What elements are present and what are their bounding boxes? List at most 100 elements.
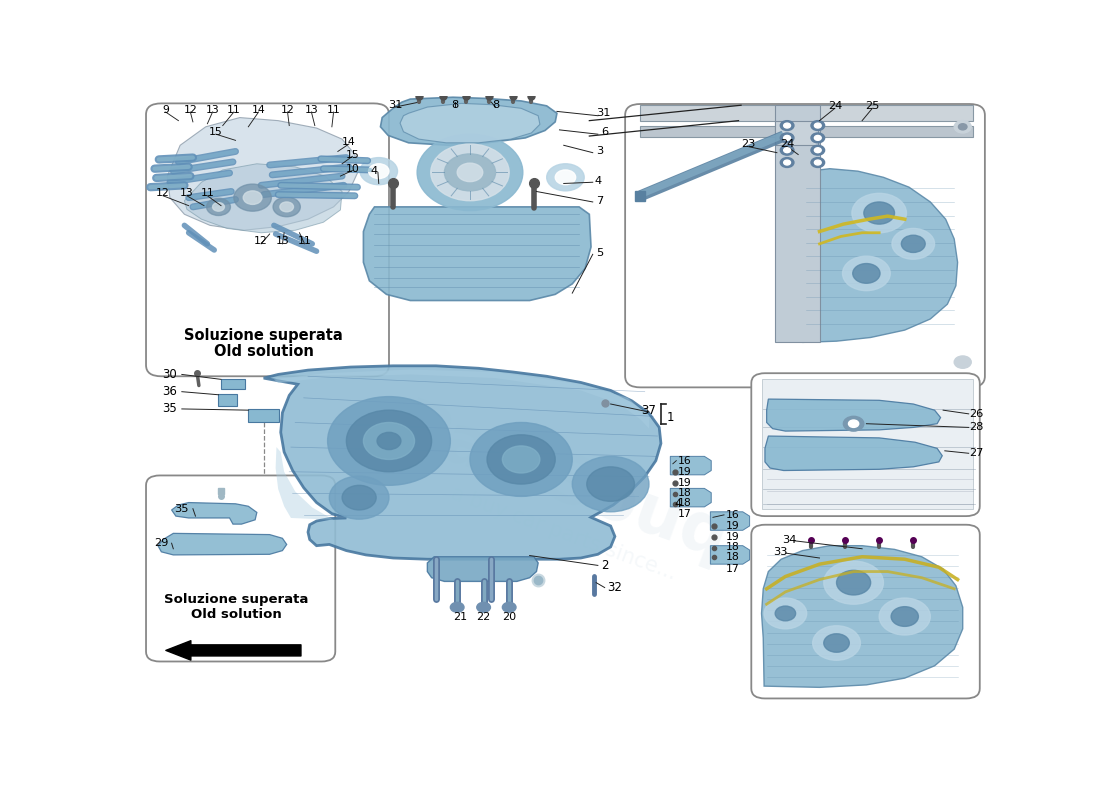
Polygon shape — [158, 534, 287, 555]
Circle shape — [417, 134, 522, 210]
Text: 17: 17 — [726, 564, 739, 574]
Circle shape — [503, 602, 516, 612]
Circle shape — [273, 197, 300, 217]
Polygon shape — [670, 456, 712, 475]
Circle shape — [279, 202, 294, 212]
Polygon shape — [400, 103, 540, 143]
Text: 11: 11 — [200, 188, 214, 198]
Text: 31: 31 — [596, 108, 611, 118]
Circle shape — [450, 602, 464, 612]
Circle shape — [824, 634, 849, 652]
Text: 18: 18 — [726, 552, 739, 562]
Circle shape — [814, 160, 822, 165]
Text: 4: 4 — [594, 176, 602, 186]
Circle shape — [476, 602, 491, 612]
Text: 24: 24 — [780, 139, 794, 149]
Text: 27: 27 — [969, 448, 983, 458]
Circle shape — [328, 397, 450, 486]
Circle shape — [363, 422, 415, 459]
Text: Soluzione superata: Soluzione superata — [164, 594, 309, 606]
Circle shape — [954, 121, 971, 133]
FancyBboxPatch shape — [146, 103, 389, 376]
Text: 8: 8 — [451, 100, 459, 110]
Circle shape — [814, 148, 822, 153]
Text: 26: 26 — [969, 409, 983, 419]
Text: 4: 4 — [674, 498, 681, 509]
Circle shape — [470, 422, 572, 496]
Circle shape — [212, 202, 224, 211]
Text: 11: 11 — [298, 236, 311, 246]
Text: 10: 10 — [345, 164, 360, 174]
Text: 11: 11 — [327, 105, 341, 115]
Circle shape — [243, 191, 262, 205]
Polygon shape — [172, 502, 257, 524]
Polygon shape — [274, 370, 649, 429]
Circle shape — [954, 356, 971, 368]
Circle shape — [811, 146, 825, 155]
Circle shape — [586, 467, 635, 502]
Circle shape — [776, 606, 795, 621]
Circle shape — [852, 263, 880, 283]
Circle shape — [780, 121, 794, 130]
Circle shape — [764, 598, 806, 629]
Circle shape — [783, 148, 791, 153]
Text: 35: 35 — [175, 504, 189, 514]
Circle shape — [824, 561, 883, 604]
Polygon shape — [767, 399, 940, 431]
Circle shape — [780, 133, 794, 143]
Circle shape — [811, 121, 825, 130]
Text: 11: 11 — [227, 105, 241, 115]
Text: 9: 9 — [162, 105, 169, 115]
Circle shape — [487, 435, 556, 484]
Circle shape — [503, 446, 540, 473]
Text: 12: 12 — [156, 188, 169, 198]
Text: 5: 5 — [596, 248, 603, 258]
Text: 21: 21 — [453, 611, 466, 622]
Circle shape — [851, 194, 906, 233]
Text: 31: 31 — [387, 100, 403, 110]
Circle shape — [813, 626, 860, 660]
Text: 4: 4 — [371, 166, 378, 176]
Polygon shape — [427, 557, 538, 582]
Circle shape — [368, 164, 389, 178]
Circle shape — [556, 170, 575, 185]
Polygon shape — [711, 546, 749, 564]
Circle shape — [811, 133, 825, 143]
Circle shape — [377, 432, 400, 450]
Text: 16: 16 — [726, 510, 739, 520]
Text: 36: 36 — [163, 385, 177, 398]
Text: Soluzione superata: Soluzione superata — [185, 327, 343, 342]
Polygon shape — [363, 207, 591, 301]
Circle shape — [892, 229, 935, 259]
Polygon shape — [803, 169, 958, 342]
Polygon shape — [670, 488, 712, 507]
Text: Old solution: Old solution — [191, 608, 282, 621]
Text: 15: 15 — [345, 150, 360, 159]
Text: 22: 22 — [476, 611, 491, 622]
Text: 19: 19 — [678, 466, 692, 477]
Circle shape — [458, 163, 483, 182]
Text: 12: 12 — [254, 236, 268, 246]
Circle shape — [891, 606, 918, 626]
FancyBboxPatch shape — [221, 378, 245, 389]
Text: 8: 8 — [492, 100, 499, 110]
Circle shape — [431, 144, 509, 201]
Text: 28: 28 — [969, 422, 983, 433]
Circle shape — [783, 123, 791, 128]
Circle shape — [783, 160, 791, 165]
Polygon shape — [167, 118, 358, 230]
Text: 12: 12 — [184, 105, 197, 115]
Text: 15: 15 — [209, 126, 223, 137]
Text: 12: 12 — [280, 105, 295, 115]
Circle shape — [780, 158, 794, 167]
Text: 14: 14 — [252, 105, 265, 115]
FancyBboxPatch shape — [625, 104, 984, 387]
Text: 19: 19 — [678, 478, 692, 488]
Text: 19: 19 — [726, 521, 739, 531]
Circle shape — [811, 158, 825, 167]
Circle shape — [572, 456, 649, 512]
Polygon shape — [264, 366, 661, 559]
Text: 2: 2 — [601, 559, 608, 572]
Text: 13: 13 — [180, 188, 194, 198]
Circle shape — [843, 256, 890, 290]
